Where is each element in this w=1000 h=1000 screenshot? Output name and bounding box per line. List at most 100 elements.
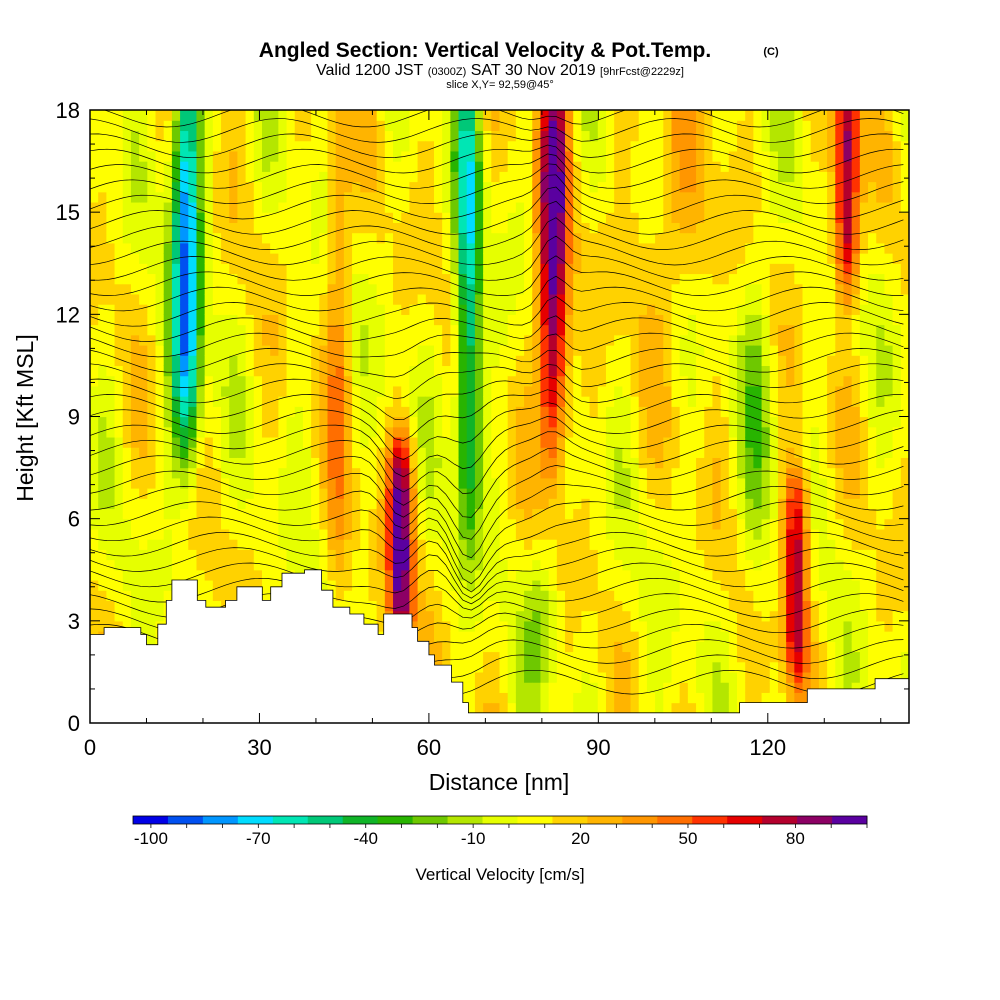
velocity-cell	[352, 324, 361, 336]
velocity-cell	[532, 702, 542, 714]
velocity-cell	[425, 293, 435, 305]
velocity-cell	[130, 447, 140, 458]
velocity-cell	[638, 579, 648, 591]
velocity-cell	[696, 539, 705, 550]
velocity-cell	[163, 436, 173, 448]
velocity-cell	[245, 120, 255, 132]
velocity-cell	[286, 508, 296, 520]
velocity-cell	[605, 682, 615, 693]
velocity-cell	[311, 314, 320, 326]
velocity-cell	[393, 314, 402, 326]
velocity-cell	[540, 191, 550, 203]
velocity-cell	[311, 324, 320, 336]
velocity-cell	[728, 590, 738, 601]
velocity-cell	[515, 651, 525, 663]
velocity-cell	[671, 130, 681, 142]
velocity-cell	[622, 559, 632, 571]
velocity-cell	[630, 191, 640, 203]
velocity-cell	[294, 232, 304, 244]
velocity-cell	[450, 283, 460, 295]
velocity-cell	[491, 600, 501, 612]
velocity-cell	[597, 406, 607, 418]
velocity-cell	[745, 416, 754, 428]
velocity-cell	[483, 324, 492, 336]
velocity-cell	[294, 110, 304, 121]
velocity-cell	[147, 396, 157, 407]
velocity-cell	[663, 600, 673, 612]
velocity-cell	[155, 130, 165, 142]
velocity-cell	[720, 344, 730, 356]
velocity-cell	[483, 110, 492, 121]
velocity-cell	[614, 406, 623, 418]
velocity-cell	[98, 150, 107, 162]
velocity-cell	[393, 140, 402, 152]
velocity-cell	[98, 508, 107, 520]
velocity-cell	[130, 528, 140, 540]
velocity-cell	[696, 396, 705, 407]
velocity-cell	[327, 191, 337, 203]
velocity-cell	[655, 539, 664, 550]
velocity-cell	[319, 447, 329, 458]
velocity-cell	[270, 569, 279, 581]
velocity-cell	[147, 344, 157, 356]
velocity-cell	[450, 600, 460, 612]
velocity-cell	[565, 232, 574, 244]
velocity-cell	[401, 293, 411, 305]
velocity-cell	[155, 406, 165, 418]
velocity-cell	[368, 365, 378, 377]
velocity-cell	[515, 130, 525, 142]
velocity-cell	[761, 150, 771, 162]
velocity-cell	[245, 416, 255, 428]
velocity-cell	[188, 528, 198, 540]
velocity-cell	[638, 140, 648, 152]
velocity-cell	[360, 344, 370, 356]
velocity-cell	[368, 334, 378, 346]
velocity-cell	[114, 201, 124, 213]
velocity-cell	[196, 385, 206, 397]
velocity-cell	[605, 590, 615, 601]
velocity-cell	[229, 212, 239, 223]
velocity-cell	[663, 171, 673, 183]
velocity-cell	[139, 549, 148, 561]
velocity-cell	[761, 600, 771, 612]
velocity-cell	[573, 518, 582, 530]
velocity-cell	[737, 692, 746, 704]
velocity-cell	[343, 293, 353, 305]
velocity-cell	[753, 191, 763, 203]
velocity-cell	[343, 600, 353, 612]
velocity-cell	[147, 385, 157, 397]
velocity-cell	[278, 232, 288, 244]
velocity-cell	[319, 498, 329, 510]
velocity-cell	[442, 201, 451, 213]
velocity-cell	[171, 232, 181, 244]
velocity-cell	[384, 406, 394, 418]
velocity-cell	[704, 324, 714, 336]
velocity-cell	[745, 692, 754, 704]
velocity-cell	[401, 334, 411, 346]
velocity-cell	[466, 477, 476, 489]
velocity-cell	[769, 682, 779, 693]
velocity-cell	[614, 130, 623, 142]
velocity-cell	[638, 181, 648, 193]
velocity-cell	[417, 620, 427, 632]
velocity-cell	[499, 181, 509, 193]
velocity-cell	[622, 641, 632, 653]
velocity-cell	[515, 212, 525, 223]
velocity-cell	[638, 467, 648, 479]
velocity-cell	[163, 242, 173, 254]
velocity-cell	[196, 344, 206, 356]
velocity-cell	[458, 355, 468, 367]
velocity-cell	[491, 528, 501, 540]
velocity-cell	[278, 539, 288, 550]
velocity-cell	[728, 222, 738, 234]
velocity-cell	[630, 304, 640, 315]
velocity-cell	[753, 334, 763, 346]
velocity-cell	[630, 344, 640, 356]
velocity-cell	[319, 549, 329, 561]
velocity-cell	[581, 528, 591, 540]
velocity-cell	[98, 579, 107, 591]
velocity-cell	[155, 355, 165, 367]
velocity-cell	[630, 396, 640, 407]
velocity-cell	[556, 488, 566, 499]
velocity-cell	[737, 150, 746, 162]
